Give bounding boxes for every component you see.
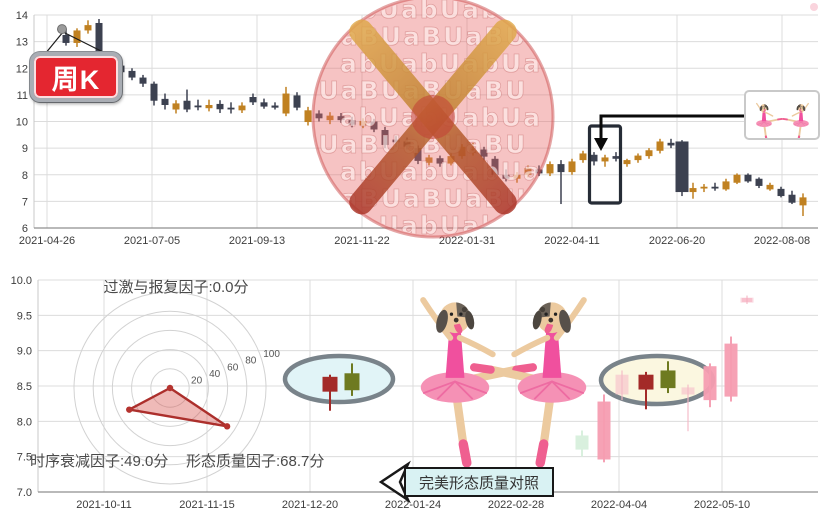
svg-text:9.5: 9.5 xyxy=(17,310,32,322)
svg-text:80: 80 xyxy=(245,356,257,367)
svg-text:60: 60 xyxy=(227,362,239,373)
svg-text:abUabUabUa: abUabUabUa xyxy=(340,0,542,24)
svg-text:40: 40 xyxy=(209,369,221,380)
svg-text:2022-01-31: 2022-01-31 xyxy=(439,235,495,247)
svg-text:2022-02-28: 2022-02-28 xyxy=(488,499,544,511)
callout-image-box xyxy=(744,90,820,140)
svg-text:7: 7 xyxy=(22,196,28,208)
svg-text:2021-11-15: 2021-11-15 xyxy=(179,499,234,511)
svg-text:13: 13 xyxy=(16,37,28,49)
perfect-pattern-compare-label: 完美形态质量对照 xyxy=(404,467,554,497)
svg-text:6: 6 xyxy=(22,223,28,235)
svg-text:10: 10 xyxy=(16,117,28,129)
svg-text:2021-11-22: 2021-11-22 xyxy=(334,235,389,247)
svg-text:2021-10-11: 2021-10-11 xyxy=(76,499,131,511)
svg-text:2022-06-20: 2022-06-20 xyxy=(649,235,705,247)
pink-watermark-smudge xyxy=(810,3,818,11)
svg-text:20: 20 xyxy=(191,375,203,386)
shape-quality-factor-label: 形态质量因子:68.7分 xyxy=(186,453,325,470)
svg-text:2021-09-13: 2021-09-13 xyxy=(229,235,285,247)
svg-text:2021-07-05: 2021-07-05 xyxy=(124,235,180,247)
pattern-ellipse xyxy=(282,353,396,405)
factor-radar: 20 40 60 80 100 xyxy=(73,291,280,485)
svg-text:11: 11 xyxy=(17,90,28,102)
left-arrow-icon xyxy=(378,460,411,504)
gray-dot-marker xyxy=(57,24,67,35)
svg-text:8.5: 8.5 xyxy=(17,381,32,393)
svg-text:9.0: 9.0 xyxy=(17,346,32,358)
radar-polygon xyxy=(128,386,229,428)
pattern-callout xyxy=(587,90,820,205)
pink-watermark-smudge xyxy=(742,298,752,302)
svg-text:8.0: 8.0 xyxy=(17,416,32,428)
background-candles xyxy=(575,295,754,463)
dancing-ballerinas xyxy=(421,300,586,463)
bottom-grid: 10.0 9.5 9.0 8.5 8.0 7.5 7.0 2021-10-11 2021-11-… xyxy=(11,275,818,511)
abu-watermark: abUabUabUaUaBUaBUaBUabUabUabUaUaBUaBUaBU… xyxy=(311,0,555,239)
weekly-k-sign: 周K xyxy=(30,52,122,102)
svg-text:2022-05-10: 2022-05-10 xyxy=(694,499,750,511)
highlight-rect xyxy=(587,124,623,205)
svg-text:10.0: 10.0 xyxy=(11,275,32,287)
svg-text:2022-04-04: 2022-04-04 xyxy=(591,499,647,511)
svg-text:7.5: 7.5 xyxy=(17,452,32,464)
svg-text:100: 100 xyxy=(263,349,280,360)
svg-text:14: 14 xyxy=(16,10,28,22)
svg-text:2021-12-20: 2021-12-20 xyxy=(282,499,338,511)
svg-text:7.0: 7.0 xyxy=(17,487,32,499)
callout-arrowhead xyxy=(594,138,608,151)
svg-text:8: 8 xyxy=(22,170,28,182)
callout-arrow xyxy=(599,114,745,139)
pattern-quality-chart: 10.0 9.5 9.0 8.5 8.0 7.5 7.0 2021-10-11 2021-11-… xyxy=(11,275,818,511)
svg-text:2021-04-26: 2021-04-26 xyxy=(19,235,75,247)
svg-text:2022-01-24: 2022-01-24 xyxy=(385,499,441,511)
svg-text:2022-04-11: 2022-04-11 xyxy=(544,235,599,247)
pattern-candles xyxy=(322,361,676,411)
radar-factor-title: 过激与报复因子:0.0分 xyxy=(103,279,249,296)
time-decay-factor-label: 时序衰减因子:49.0分 xyxy=(30,453,169,470)
svg-text:2022-08-08: 2022-08-08 xyxy=(754,235,810,247)
svg-text:9: 9 xyxy=(22,143,28,155)
svg-text:12: 12 xyxy=(16,63,28,75)
